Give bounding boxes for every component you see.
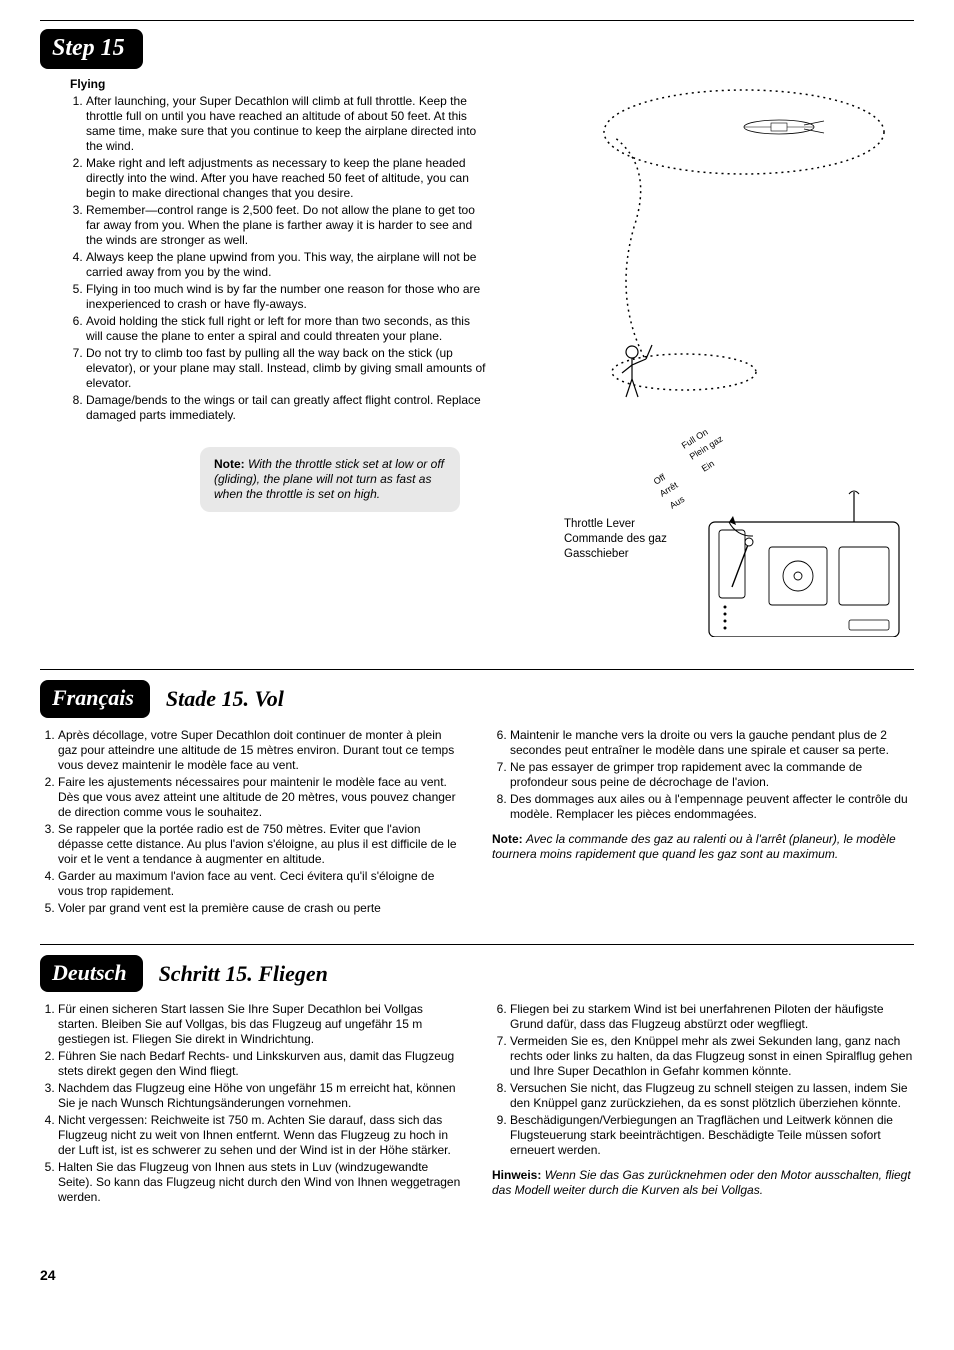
german-note: Hinweis: Wenn Sie das Gas zurücknehmen o… <box>492 1168 914 1198</box>
french-content: Après décollage, votre Super Decathlon d… <box>40 728 914 918</box>
throttle-label-de: Gasschieber <box>564 547 667 562</box>
de-item-6: Fliegen bei zu starkem Wind ist bei uner… <box>510 1002 914 1032</box>
de-item-7: Vermeiden Sie es, den Knüppel mehr als z… <box>510 1034 914 1079</box>
fr-item-4: Garder au maximum l'avion face au vent. … <box>58 869 462 899</box>
step-badge: Step 15 <box>40 29 143 69</box>
en-item-4: Always keep the plane upwind from you. T… <box>86 250 486 280</box>
fr-item-5: Voler par grand vent est la première cau… <box>58 901 462 916</box>
french-note: Note: Avec la commande des gaz au ralent… <box>492 832 914 862</box>
french-badge: Français <box>40 680 150 718</box>
fr-item-1: Après décollage, votre Super Decathlon d… <box>58 728 462 773</box>
french-header: Français Stade 15. Vol <box>40 680 914 718</box>
fr-note-text: Avec la commande des gaz au ralenti ou à… <box>492 832 896 861</box>
en-item-3: Remember—control range is 2,500 feet. Do… <box>86 203 486 248</box>
de-item-2: Führen Sie nach Bedarf Rechts- und Links… <box>58 1049 462 1079</box>
note-label: Note: <box>214 457 245 471</box>
english-instruction-list: After launching, your Super Decathlon wi… <box>86 94 486 423</box>
throttle-label-block: Throttle Lever Commande des gaz Gasschie… <box>564 517 667 562</box>
en-item-6: Avoid holding the stick full right or le… <box>86 314 486 344</box>
throttle-label-fr: Commande des gaz <box>564 532 667 547</box>
en-item-8: Damage/bends to the wings or tail can gr… <box>86 393 486 423</box>
label-ein: Ein <box>700 458 716 473</box>
fr-item-6: Maintenir le manche vers la droite ou ve… <box>510 728 914 758</box>
de-note-text: Wenn Sie das Gas zurücknehmen oder den M… <box>492 1168 911 1197</box>
english-section: Flying After launching, your Super Decat… <box>40 77 914 643</box>
french-list-left: Après décollage, votre Super Decathlon d… <box>58 728 462 916</box>
fr-item-3: Se rappeler que la portée radio est de 7… <box>58 822 462 867</box>
de-item-8: Versuchen Sie nicht, das Flugzeug zu sch… <box>510 1081 914 1111</box>
fr-item-8: Des dommages aux ailes ou à l'empennage … <box>510 792 914 822</box>
french-list-right: Maintenir le manche vers la droite ou ve… <box>510 728 914 822</box>
en-item-7: Do not try to climb too fast by pulling … <box>86 346 486 391</box>
en-item-5: Flying in too much wind is by far the nu… <box>86 282 486 312</box>
de-item-9: Beschädigungen/Verbiegungen an Tragfläch… <box>510 1113 914 1158</box>
de-item-3: Nachdem das Flugzeug eine Höhe von ungef… <box>58 1081 462 1111</box>
english-note: Note: With the throttle stick set at low… <box>200 447 460 512</box>
de-item-5: Halten Sie das Flugzeug von Ihnen aus st… <box>58 1160 462 1205</box>
german-rule <box>40 944 914 945</box>
en-item-1: After launching, your Super Decathlon wi… <box>86 94 486 154</box>
english-heading: Flying <box>70 77 534 92</box>
fr-item-7: Ne pas essayer de grimper trop rapidemen… <box>510 760 914 790</box>
french-rule <box>40 669 914 670</box>
german-title: Schritt 15. Fliegen <box>159 960 328 988</box>
de-item-1: Für einen sicheren Start lassen Sie Ihre… <box>58 1002 462 1047</box>
german-content: Für einen sicheren Start lassen Sie Ihre… <box>40 1002 914 1207</box>
en-item-2: Make right and left adjustments as neces… <box>86 156 486 201</box>
de-note-label: Hinweis: <box>492 1168 541 1182</box>
german-header: Deutsch Schritt 15. Fliegen <box>40 955 914 993</box>
german-list-right: Fliegen bei zu starkem Wind ist bei uner… <box>510 1002 914 1158</box>
page-number: 24 <box>40 1267 914 1285</box>
french-title: Stade 15. Vol <box>166 685 284 713</box>
label-aus: Aus <box>668 494 687 511</box>
diagram-column: Full On Plein gaz Ein Off Arrêt Aus Thro… <box>554 77 914 643</box>
fr-item-2: Faire les ajustements nécessaires pour m… <box>58 775 462 820</box>
german-list-left: Für einen sicheren Start lassen Sie Ihre… <box>58 1002 462 1205</box>
note-text: With the throttle stick set at low or of… <box>214 457 444 501</box>
de-item-4: Nicht vergessen: Reichweite ist 750 m. A… <box>58 1113 462 1158</box>
german-badge: Deutsch <box>40 955 143 993</box>
throttle-label-en: Throttle Lever <box>564 517 667 532</box>
top-rule <box>40 20 914 21</box>
fr-note-label: Note: <box>492 832 523 846</box>
